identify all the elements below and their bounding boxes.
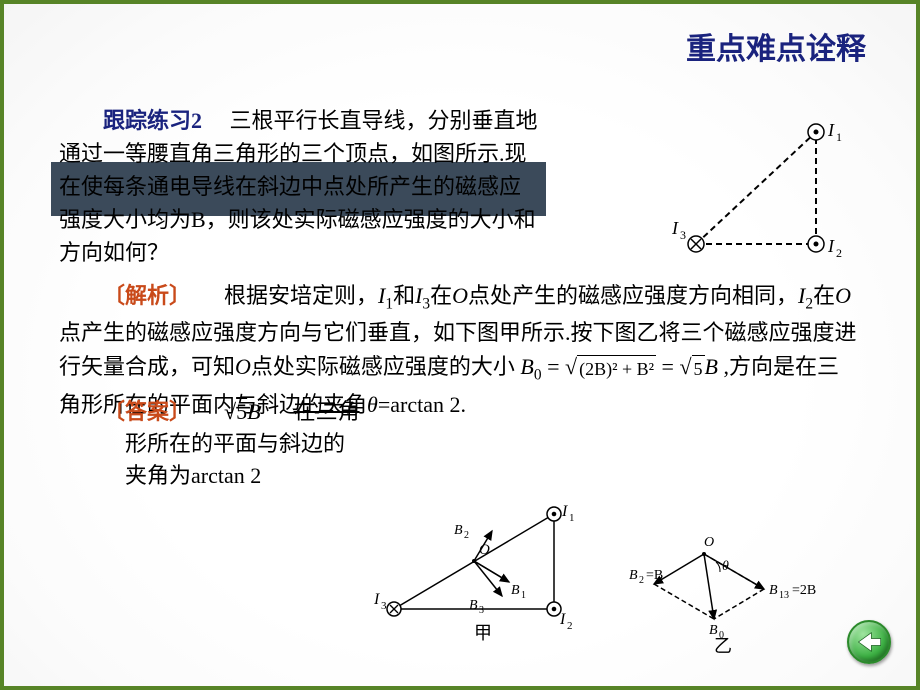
sol-I3-sub: 3 <box>422 295 430 312</box>
problem-paragraph: 跟踪练习2 三根平行长直导线，分别垂直地通过一等腰直角三角形的三个顶点，如图所示… <box>59 104 539 269</box>
svg-text:2: 2 <box>464 530 469 541</box>
sol-at: 在 <box>430 283 452 308</box>
answer-val: √5B <box>224 399 261 424</box>
answer-rest2: 形所在的平面与斜边的 <box>125 431 345 456</box>
svg-text:I: I <box>373 591 380 608</box>
svg-text:3: 3 <box>479 605 484 616</box>
slide-title: 重点难点诠释 <box>686 24 866 68</box>
sqrt-1: √ <box>565 354 577 379</box>
svg-text:I: I <box>559 611 566 628</box>
svg-text:θ: θ <box>722 559 729 574</box>
answer-label: 〔答案〕 <box>103 399 191 424</box>
sqrt-2: √ <box>679 354 691 379</box>
sol-O-3: O <box>235 354 251 379</box>
content-area: 跟踪练习2 三根平行长直导线，分别垂直地通过一等腰直角三角形的三个顶点，如图所示… <box>59 104 861 490</box>
solution-paragraph: 〔解析〕 根据安培定则，I1和I3在O点处产生的磁感应强度方向相同，I2在O点产… <box>59 279 861 388</box>
svg-text:B: B <box>469 598 478 613</box>
answer-block: 〔答案〕 √5B 在三角 形所在的平面与斜边的 夹角为arctan 2 <box>103 394 861 490</box>
exercise-label: 跟踪练习2 <box>103 108 202 133</box>
sol-seg5a: 点处实际磁感应强度的大小 <box>251 354 521 379</box>
svg-text:13: 13 <box>779 590 789 601</box>
answer-rest1: 在三角 <box>294 399 360 424</box>
svg-text:=2B: =2B <box>792 583 816 598</box>
sol-I2-sub: 2 <box>805 295 813 312</box>
sol-Bunit: B <box>705 354 718 379</box>
svg-text:B: B <box>769 583 778 598</box>
svg-text:B: B <box>454 523 463 538</box>
svg-text:I: I <box>561 503 568 520</box>
slide-container: 重点难点诠释 I1 I2 I3 跟踪练习2 三根平行长直导线，分别垂直地通过一等… <box>0 0 920 690</box>
svg-text:O: O <box>704 535 714 550</box>
svg-text:1: 1 <box>569 512 575 524</box>
answer-rest3: 夹角为arctan 2 <box>125 463 261 488</box>
svg-text:3: 3 <box>381 600 387 612</box>
sqrt-5: 5 <box>692 355 705 384</box>
sol-O-2: O <box>835 283 851 308</box>
sol-O: O <box>452 283 468 308</box>
sol-seg1: 根据安培定则， <box>224 283 378 308</box>
sol-B0-sub: 0 <box>534 367 542 384</box>
sqrt-inner: (2B)² + B² <box>577 355 656 384</box>
solution-label: 〔解析〕 <box>103 283 191 308</box>
svg-text:B: B <box>629 568 638 583</box>
svg-text:乙: 乙 <box>714 636 732 654</box>
sol-seg6: ,方向是在三 <box>718 354 839 379</box>
svg-text:2: 2 <box>567 620 573 632</box>
svg-text:B: B <box>511 583 520 598</box>
sol-B0: B <box>520 354 533 379</box>
sol-eq-open: = <box>547 354 565 379</box>
svg-text:=B: =B <box>646 568 663 583</box>
sol-I1-sub: 1 <box>385 295 393 312</box>
sol-seg3: 在 <box>813 283 835 308</box>
sol-and: 和 <box>393 283 415 308</box>
problem-block: 跟踪练习2 三根平行长直导线，分别垂直地通过一等腰直角三角形的三个顶点，如图所示… <box>59 104 861 269</box>
diagram-vectors: I1 I2 I3 O B1 B2 B3 甲 B2=B B13=2B B0 <box>354 494 864 654</box>
svg-text:甲: 甲 <box>474 623 492 643</box>
svg-text:1: 1 <box>521 590 526 601</box>
sol-seg2: 点处产生的磁感应强度方向相同， <box>468 283 798 308</box>
sol-eq-mid: = <box>662 354 680 379</box>
title-text: 重点难点诠释 <box>686 33 866 66</box>
svg-text:2: 2 <box>639 575 644 586</box>
